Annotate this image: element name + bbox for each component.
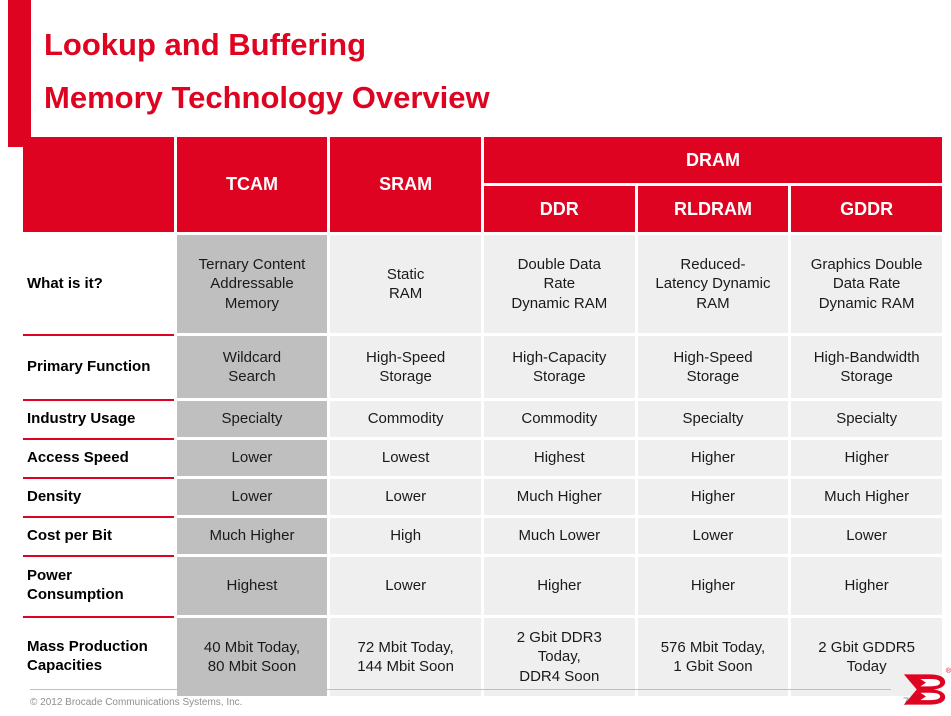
table-cell: Higher bbox=[483, 557, 635, 615]
row-label: Power Consumption bbox=[23, 557, 174, 618]
table-cell: Highest bbox=[483, 440, 635, 476]
table-cell: Graphics Double Data Rate Dynamic RAM bbox=[791, 235, 942, 333]
table-row: What is it? Ternary Content Addressable … bbox=[23, 235, 942, 336]
brocade-logo-glyph bbox=[903, 674, 946, 705]
table-cell: Static RAM bbox=[330, 235, 481, 333]
table-row: Density Lower Lower Much Higher Higher M… bbox=[23, 479, 942, 518]
footer-divider bbox=[30, 689, 891, 690]
row-label: Primary Function bbox=[23, 336, 174, 401]
table-cell: Lower bbox=[791, 518, 942, 554]
row-label: Cost per Bit bbox=[23, 518, 174, 557]
table-row: Mass Production Capacities 40 Mbit Today… bbox=[23, 618, 942, 696]
table-cell: Commodity bbox=[330, 401, 481, 437]
table-row: Power Consumption Highest Lower Higher H… bbox=[23, 557, 942, 618]
table-cell: Much Lower bbox=[483, 518, 635, 554]
table-cell: Specialty bbox=[637, 401, 789, 437]
table-cell: Lower bbox=[330, 557, 481, 615]
table-cell: Specialty bbox=[176, 401, 328, 437]
col-header-ddr: DDR bbox=[483, 186, 635, 232]
page-title-line1: Lookup and Buffering bbox=[44, 27, 367, 62]
table-cell: Lower bbox=[330, 479, 481, 515]
table-cell: 40 Mbit Today, 80 Mbit Soon bbox=[176, 618, 328, 696]
table-cell: Higher bbox=[637, 440, 789, 476]
memory-comparison-table: TCAM SRAM DRAM DDR RLDRAM GDDR What is i… bbox=[20, 134, 945, 699]
table-cell: Lower bbox=[176, 479, 328, 515]
table-cell: Wildcard Search bbox=[176, 336, 328, 398]
table-row: Primary Function Wildcard Search High-Sp… bbox=[23, 336, 942, 401]
table-cell: Higher bbox=[637, 557, 789, 615]
table-cell: Lowest bbox=[330, 440, 481, 476]
table-cell: 2 Gbit GDDR5 Today bbox=[791, 618, 942, 696]
table-cell: Much Higher bbox=[176, 518, 328, 554]
table-cell: 72 Mbit Today, 144 Mbit Soon bbox=[330, 618, 481, 696]
table-cell: Higher bbox=[637, 479, 789, 515]
table-cell: Specialty bbox=[791, 401, 942, 437]
table-cell: Higher bbox=[791, 557, 942, 615]
table-cell: High-Capacity Storage bbox=[483, 336, 635, 398]
table-cell: High-Bandwidth Storage bbox=[791, 336, 942, 398]
table-cell: Higher bbox=[791, 440, 942, 476]
page-title: Lookup and Buffering Memory Technology O… bbox=[44, 18, 490, 124]
accent-bar bbox=[8, 0, 31, 147]
table-cell: Lower bbox=[637, 518, 789, 554]
table-cell: Double Data Rate Dynamic RAM bbox=[483, 235, 635, 333]
brocade-logo-icon: ® bbox=[903, 668, 951, 708]
table-cell: High-Speed Storage bbox=[637, 336, 789, 398]
table-cell: Reduced- Latency Dynamic RAM bbox=[637, 235, 789, 333]
row-label: Access Speed bbox=[23, 440, 174, 479]
row-label: Industry Usage bbox=[23, 401, 174, 440]
table-cell: Highest bbox=[176, 557, 328, 615]
row-label: Mass Production Capacities bbox=[23, 618, 174, 696]
table-cell: Much Higher bbox=[483, 479, 635, 515]
registered-mark: ® bbox=[945, 668, 951, 675]
page-title-line2: Memory Technology Overview bbox=[44, 80, 490, 115]
table-cell: Commodity bbox=[483, 401, 635, 437]
table-row: Cost per Bit Much Higher High Much Lower… bbox=[23, 518, 942, 557]
table-cell: 2 Gbit DDR3 Today, DDR4 Soon bbox=[483, 618, 635, 696]
table-row: Access Speed Lower Lowest Highest Higher… bbox=[23, 440, 942, 479]
copyright-text: © 2012 Brocade Communications Systems, I… bbox=[30, 697, 243, 708]
page-number: 7 bbox=[902, 696, 909, 708]
corner-header-cell bbox=[23, 137, 174, 232]
col-header-tcam: TCAM bbox=[176, 137, 328, 232]
col-header-dram-group: DRAM bbox=[483, 137, 942, 183]
table-cell: Much Higher bbox=[791, 479, 942, 515]
table-row: Industry Usage Specialty Commodity Commo… bbox=[23, 401, 942, 440]
row-label: What is it? bbox=[23, 235, 174, 336]
table-cell: Lower bbox=[176, 440, 328, 476]
col-header-gddr: GDDR bbox=[791, 186, 942, 232]
table-cell: Ternary Content Addressable Memory bbox=[176, 235, 328, 333]
table-cell: High bbox=[330, 518, 481, 554]
col-header-sram: SRAM bbox=[330, 137, 481, 232]
table-cell: 576 Mbit Today, 1 Gbit Soon bbox=[637, 618, 789, 696]
col-header-rldram: RLDRAM bbox=[637, 186, 789, 232]
row-label: Density bbox=[23, 479, 174, 518]
table-cell: High-Speed Storage bbox=[330, 336, 481, 398]
